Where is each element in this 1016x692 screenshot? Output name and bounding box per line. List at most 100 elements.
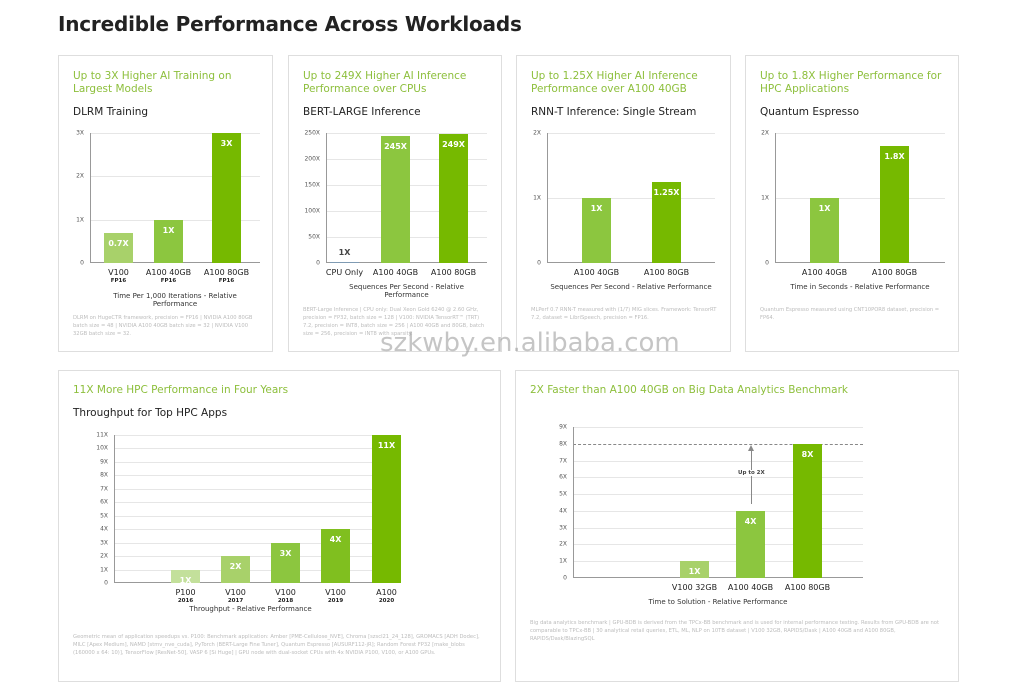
bar: 8X: [793, 443, 822, 578]
watermark: szkwby.en.alibaba.com: [380, 328, 680, 358]
y-tick-label: 250X: [304, 129, 320, 137]
card-heading: 2X Faster than A100 40GB on Big Data Ana…: [530, 384, 848, 396]
bar-value-label: 1X: [338, 247, 351, 257]
bar: 1X: [680, 561, 709, 578]
y-axis: [573, 427, 574, 578]
y-tick-label: 9X: [559, 423, 567, 431]
x-category-label: A100 2020: [352, 588, 421, 606]
bar: 3X: [212, 133, 241, 263]
y-tick-label: 1X: [761, 194, 769, 202]
bar-value-label: 1X: [688, 567, 701, 577]
footnote: DLRM on HugeCTR framework, precision = F…: [73, 315, 253, 337]
footnote: Big data analytics benchmark | GPU-BDB i…: [530, 620, 939, 642]
bar-value-label: 11X: [377, 441, 396, 450]
y-tick-label: 6X: [100, 498, 108, 506]
x-category-sublabel: 2016: [177, 598, 194, 604]
bar-value-label: 4X: [329, 535, 342, 545]
bar: 245X: [381, 135, 410, 263]
x-category-label: A100 80GB: [871, 268, 918, 277]
plot-area: 0 50X 100X 150X 200X 250X 1X CPU Only 245X A100 4…: [304, 130, 487, 277]
x-category-label: A100 40GB FP16: [134, 268, 203, 286]
y-tick-label: 11X: [96, 431, 108, 439]
bar: 1X: [810, 198, 839, 263]
bar-value-label: 0.7X: [108, 238, 129, 248]
y-tick-label: 4X: [100, 525, 108, 533]
bar: 249X: [439, 133, 468, 263]
chart-card: 2X Faster than A100 40GB on Big Data Ana…: [515, 370, 959, 682]
bar: 0.7X: [104, 232, 133, 263]
bar-value-label: 1.8X: [884, 152, 905, 161]
bar-value-label: 4X: [744, 516, 757, 526]
y-tick-label: 1X: [533, 194, 541, 202]
gridline: [90, 133, 260, 134]
y-tick-label: 3X: [76, 129, 84, 137]
y-tick-label: 2X: [559, 540, 567, 548]
gridline: [573, 494, 863, 496]
x-axis-title: Time to Solution - Relative Performance: [648, 598, 788, 606]
bar: 4X: [736, 510, 765, 578]
gridline: [114, 448, 387, 450]
y-tick-label: 8X: [559, 440, 567, 448]
bar-value-label: 1X: [162, 225, 175, 235]
x-category-label: A100 80GB: [430, 268, 477, 277]
y-tick-label: 150X: [304, 181, 320, 189]
gridline: [114, 502, 387, 504]
footnote: Quantum Espresso measured using CNT10POR…: [760, 307, 940, 321]
bar-value-label: 2X: [229, 562, 242, 572]
card-heading: Up to 3X Higher AI Training on Largest M…: [73, 70, 232, 95]
arrow-up-icon: [748, 445, 754, 452]
chart-card: Up to 249X Higher AI Inference Performan…: [288, 55, 502, 352]
y-tick-label: 0: [537, 259, 541, 267]
bar: 11X: [372, 435, 401, 583]
chart-card: Up to 1.25X Higher AI Inference Performa…: [516, 55, 731, 352]
x-axis: [573, 577, 863, 578]
bar: 2X: [221, 556, 250, 583]
gridline: [114, 461, 387, 463]
x-category-label: A100 80GB: [643, 268, 690, 277]
y-tick-label: 0: [563, 574, 567, 582]
gridline: [573, 527, 863, 529]
y-tick-label: 5X: [100, 512, 108, 520]
annotation-label: Up to 2X: [737, 469, 766, 476]
chart-card: Up to 3X Higher AI Training on Largest M…: [58, 55, 273, 352]
x-category-sublabel: FP16: [110, 278, 127, 284]
plot-area: 0 1X 2X 3X 0.7X V100 FP16 1X A100 40GB FP16 3X A100…: [76, 130, 260, 284]
gridline: [573, 477, 863, 479]
x-category-sublabel: 2018: [277, 598, 294, 604]
y-tick-label: 50X: [308, 233, 320, 241]
bar: 4X: [321, 529, 350, 583]
page-title: Incredible Performance Across Workloads: [58, 12, 522, 36]
x-axis: [114, 582, 387, 583]
y-tick-label: 6X: [559, 473, 567, 481]
card-heading: Up to 1.8X Higher Performance for HPC Ap…: [760, 70, 942, 95]
chart-title: DLRM Training: [73, 106, 149, 118]
y-axis: [547, 133, 548, 263]
x-axis-title: Sequences Per Second - Relative Performa…: [349, 283, 464, 299]
gridline: [90, 176, 260, 178]
bar: 1X: [582, 198, 611, 263]
bar-value-label: 1X: [179, 575, 192, 585]
x-axis-title: Throughput - Relative Performance: [189, 605, 312, 613]
plot-area: 0 1X 2X 3X 4X 5X 6X 7X 8X 9X 10X 11X 1X P100 2016 2X V10…: [96, 432, 401, 604]
x-category-label: A100 80GB FP16: [192, 268, 261, 286]
y-tick-label: 0: [316, 259, 320, 267]
y-tick-label: 2X: [533, 129, 541, 137]
gridline: [114, 529, 387, 531]
bar-value-label: 3X: [279, 548, 292, 558]
y-tick-label: 0: [80, 259, 84, 267]
bar: 1.8X: [880, 146, 909, 263]
card-heading: Up to 1.25X Higher AI Inference Performa…: [531, 70, 698, 95]
x-category-label: A100 40GB: [372, 268, 419, 277]
x-category-label: V100 2018: [251, 588, 320, 606]
bar-value-label: 1X: [590, 204, 603, 213]
gridline: [573, 561, 863, 563]
y-axis: [114, 435, 115, 583]
y-tick-label: 8X: [100, 471, 108, 479]
x-category-label: A100 80GB: [784, 583, 831, 592]
card-heading: 11X More HPC Performance in Four Years: [73, 384, 289, 396]
x-category-sublabel: 2017: [227, 598, 244, 604]
plot-area: 0 1X 2X 1X A100 40GB 1.25X A100 80GB: [533, 130, 715, 277]
gridline: [114, 569, 387, 571]
x-category-sublabel: 2020: [378, 598, 395, 604]
y-tick-label: 7X: [559, 457, 567, 465]
